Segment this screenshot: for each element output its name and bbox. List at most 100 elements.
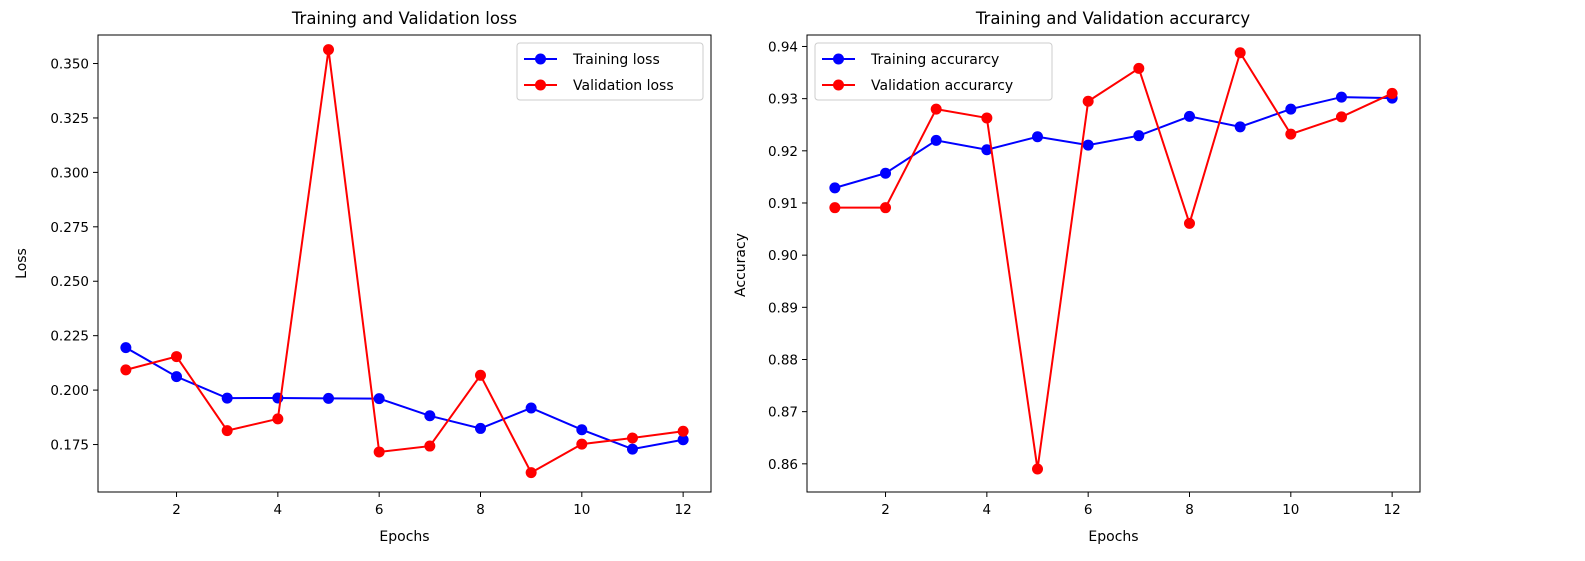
point-validation-accurarcy bbox=[1032, 463, 1044, 475]
accuracy-plot-area bbox=[807, 35, 1420, 492]
accuracy-x-axis-label: Epochs bbox=[1088, 529, 1138, 545]
loss-y-tick-label: 0.300 bbox=[50, 165, 89, 181]
loss-x-axis-label: Epochs bbox=[379, 529, 429, 545]
point-training-loss bbox=[323, 392, 335, 404]
accuracy-y-tick-label: 0.91 bbox=[768, 196, 798, 212]
accuracy-y-tick-label: 0.86 bbox=[768, 457, 798, 473]
loss-x-tick-label: 10 bbox=[573, 502, 590, 518]
loss-x-tick-label: 2 bbox=[172, 502, 181, 518]
series-line-validation-loss bbox=[125, 49, 684, 474]
point-training-loss bbox=[221, 392, 233, 404]
point-validation-loss bbox=[272, 413, 284, 425]
loss-y-tick-label: 0.225 bbox=[50, 329, 89, 345]
loss-x-tick-label: 12 bbox=[675, 502, 692, 518]
point-validation-accurarcy bbox=[829, 202, 841, 214]
accuracy-y-tick-label: 0.90 bbox=[768, 248, 798, 264]
accuracy-y-tick-label: 0.89 bbox=[768, 300, 798, 316]
accuracy-y-tick-label: 0.88 bbox=[768, 352, 798, 368]
point-training-accurarcy bbox=[1234, 121, 1246, 133]
legend-marker-validation-loss bbox=[535, 79, 546, 91]
accuracy-x-tick-label: 6 bbox=[1084, 502, 1093, 518]
point-validation-accurarcy bbox=[1234, 47, 1246, 59]
point-training-accurarcy bbox=[1183, 110, 1195, 122]
accuracy-y-tick-label: 0.93 bbox=[768, 92, 798, 108]
point-training-accurarcy bbox=[981, 144, 993, 156]
point-training-accurarcy bbox=[1032, 131, 1044, 143]
legend-label-validation-loss: Validation loss bbox=[573, 78, 674, 94]
point-validation-accurarcy bbox=[880, 202, 892, 214]
accuracy-x-tick-label: 4 bbox=[983, 502, 992, 518]
loss-legend: Training loss Validation loss bbox=[516, 42, 704, 101]
accuracy-x-tick-label: 10 bbox=[1282, 502, 1299, 518]
legend-label-training-loss: Training loss bbox=[572, 52, 660, 68]
point-validation-loss bbox=[576, 438, 588, 450]
point-validation-loss bbox=[424, 440, 436, 452]
loss-y-tick-label: 0.200 bbox=[50, 383, 89, 399]
accuracy-x-tick-label: 8 bbox=[1185, 502, 1194, 518]
loss-x-tick-label: 4 bbox=[274, 502, 283, 518]
accuracy-y-axis-label: Accuracy bbox=[733, 233, 749, 297]
loss-chart-title: Training and Validation loss bbox=[291, 9, 517, 28]
accuracy-plot-frame bbox=[806, 34, 1421, 493]
point-validation-accurarcy bbox=[930, 103, 942, 115]
loss-y-tick-label: 0.250 bbox=[50, 274, 89, 290]
point-validation-loss bbox=[120, 364, 132, 376]
point-validation-accurarcy bbox=[1386, 87, 1398, 99]
point-training-accurarcy bbox=[1082, 139, 1094, 151]
loss-y-axis-label: Loss bbox=[14, 248, 30, 279]
point-training-loss bbox=[424, 410, 436, 422]
point-validation-accurarcy bbox=[1082, 95, 1094, 107]
point-validation-loss bbox=[221, 425, 233, 437]
loss-legend-box bbox=[516, 42, 704, 101]
point-validation-loss bbox=[474, 369, 486, 381]
point-training-accurarcy bbox=[880, 167, 892, 179]
point-validation-loss bbox=[677, 425, 689, 437]
point-training-loss bbox=[171, 371, 183, 383]
accuracy-y-tick-label: 0.87 bbox=[768, 405, 798, 421]
point-validation-accurarcy bbox=[1133, 62, 1145, 74]
point-validation-accurarcy bbox=[1285, 128, 1297, 140]
loss-plot-area bbox=[98, 35, 711, 492]
legend-label-validation-accuracy: Validation accurarcy bbox=[871, 78, 1013, 94]
point-training-accurarcy bbox=[930, 134, 942, 146]
point-training-accurarcy bbox=[1285, 103, 1297, 115]
legend-marker-training-accuracy bbox=[833, 53, 844, 65]
accuracy-x-tick-label: 2 bbox=[881, 502, 890, 518]
loss-y-tick-label: 0.325 bbox=[50, 111, 89, 127]
point-training-accurarcy bbox=[1133, 130, 1145, 142]
series-line-training-loss bbox=[125, 346, 684, 451]
loss-y-tick-label: 0.175 bbox=[50, 438, 89, 454]
point-training-loss bbox=[120, 342, 132, 354]
loss-x-tick-label: 6 bbox=[375, 502, 384, 518]
point-training-loss bbox=[677, 434, 689, 446]
point-validation-loss bbox=[626, 432, 638, 444]
point-validation-loss bbox=[373, 446, 385, 458]
point-validation-accurarcy bbox=[981, 112, 993, 124]
legend-label-training-accuracy: Training accurarcy bbox=[870, 52, 999, 68]
loss-chart: Training and Validation loss 2 4 6 8 10 12 0.… bbox=[14, 9, 712, 545]
accuracy-chart-title: Training and Validation accurarcy bbox=[975, 9, 1250, 28]
point-training-accurarcy bbox=[1335, 91, 1347, 103]
accuracy-x-tick-label: 12 bbox=[1384, 502, 1401, 518]
loss-y-tick-label: 0.275 bbox=[50, 220, 89, 236]
point-validation-accurarcy bbox=[1335, 111, 1347, 123]
accuracy-legend-box bbox=[814, 42, 1053, 101]
loss-plot-frame bbox=[97, 34, 712, 493]
series-line-training-accurarcy bbox=[834, 96, 1393, 189]
loss-y-tick-label: 0.350 bbox=[50, 57, 89, 73]
accuracy-legend: Training accurarcy Validation accurarcy bbox=[814, 42, 1053, 101]
legend-marker-validation-accuracy bbox=[833, 79, 844, 91]
point-training-loss bbox=[474, 422, 486, 434]
accuracy-y-tick-label: 0.92 bbox=[768, 144, 798, 160]
point-validation-accurarcy bbox=[1183, 217, 1195, 229]
point-training-loss bbox=[373, 393, 385, 405]
point-validation-loss bbox=[171, 351, 183, 363]
series-line-validation-accurarcy bbox=[834, 50, 1393, 470]
accuracy-chart: Training and Validation accurarcy 2 4 6 8 10… bbox=[733, 9, 1421, 545]
point-validation-loss bbox=[323, 44, 335, 56]
accuracy-y-tick-label: 0.94 bbox=[768, 39, 798, 55]
point-training-accurarcy bbox=[829, 182, 841, 194]
point-training-loss bbox=[525, 402, 537, 414]
point-validation-loss bbox=[525, 467, 537, 479]
